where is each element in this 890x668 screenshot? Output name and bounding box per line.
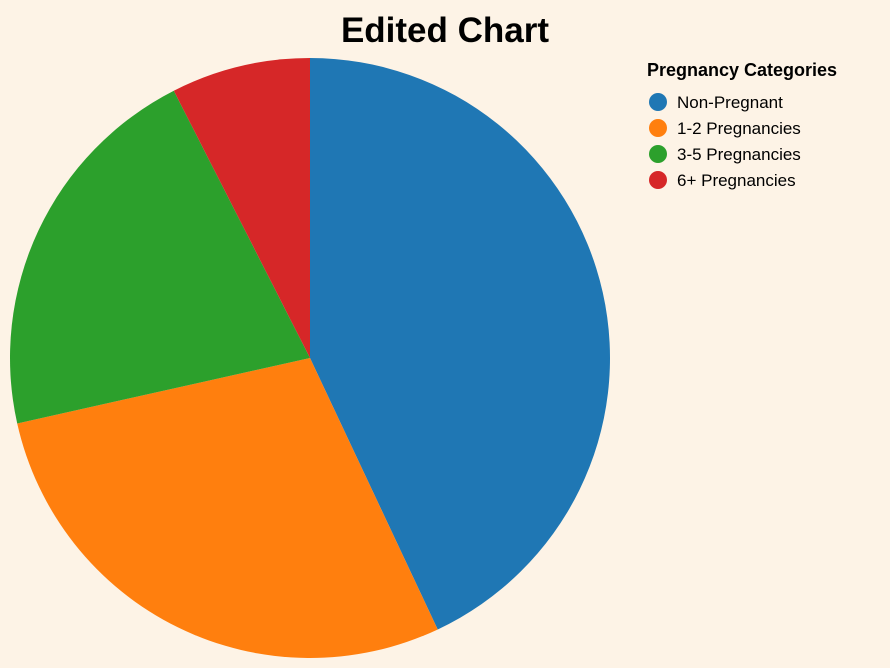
legend-items: Non-Pregnant 1-2 Pregnancies 3-5 Pregnanci… <box>649 93 801 190</box>
legend-swatch <box>649 93 667 111</box>
legend: Pregnancy Categories Non-Pregnant 1-2 Pre… <box>647 60 837 190</box>
pie-slice-6-pregnancies[interactable] <box>173 58 310 358</box>
pie-slice-3-5-pregnancies[interactable] <box>9 90 311 424</box>
pie-slices <box>9 58 611 659</box>
legend-item-1-2-pregnancies[interactable]: 1-2 Pregnancies <box>649 119 801 138</box>
legend-swatch <box>649 171 667 189</box>
legend-label: 3-5 Pregnancies <box>677 145 801 164</box>
legend-swatch <box>649 119 667 137</box>
legend-label: Non-Pregnant <box>677 93 783 112</box>
legend-label: 1-2 Pregnancies <box>677 119 801 138</box>
legend-title: Pregnancy Categories <box>647 60 837 80</box>
legend-item-non-pregnant[interactable]: Non-Pregnant <box>649 93 783 112</box>
legend-item-3-5-pregnancies[interactable]: 3-5 Pregnancies <box>649 145 801 164</box>
legend-item-6-pregnancies[interactable]: 6+ Pregnancies <box>649 171 796 190</box>
chart-title: Edited Chart <box>341 11 549 50</box>
legend-label: 6+ Pregnancies <box>677 171 796 190</box>
pie-slice-1-2-pregnancies[interactable] <box>17 358 438 659</box>
pie-slice-non-pregnant[interactable] <box>310 58 611 630</box>
legend-swatch <box>649 145 667 163</box>
